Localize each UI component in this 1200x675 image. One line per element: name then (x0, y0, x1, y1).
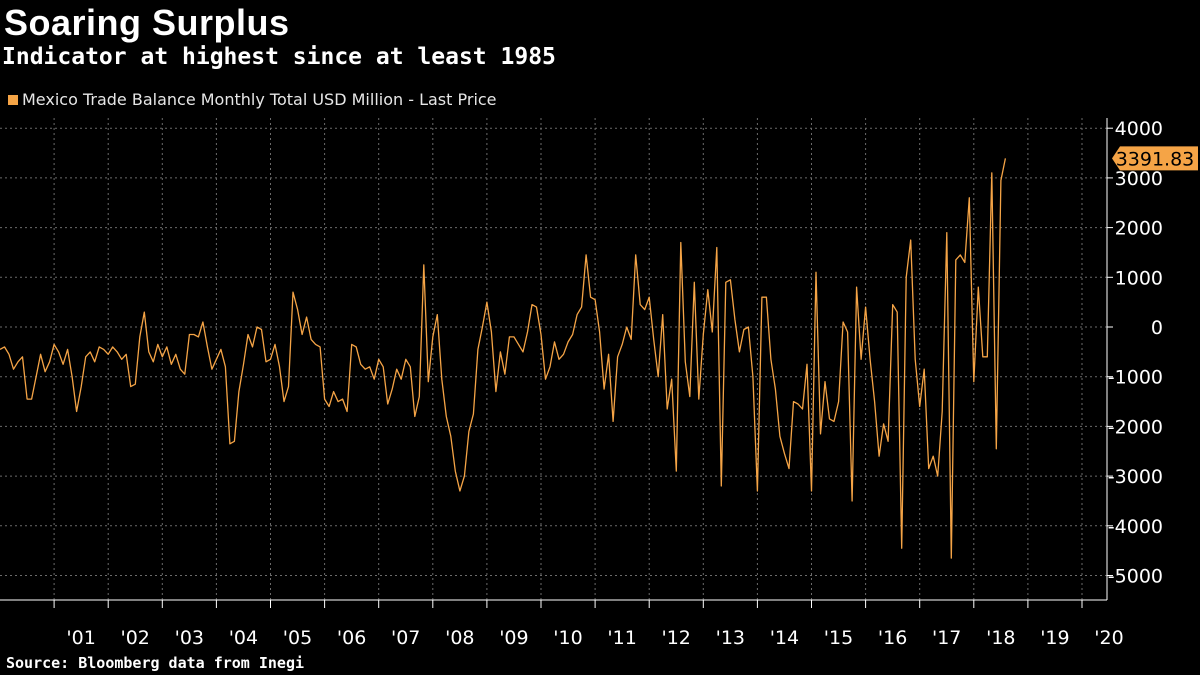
x-tick-label: '14 (770, 627, 799, 649)
tick-labels: 4000 3000 2000 1000 0 -1000 -2000 -3000 -4000 -50… (66, 118, 1163, 649)
y-tick-label: -3000 (1108, 466, 1163, 488)
x-tick-label: '20 (1094, 627, 1123, 649)
x-tick-label: '07 (391, 627, 420, 649)
x-tick-label: '02 (120, 627, 149, 649)
legend-swatch (8, 94, 18, 105)
series-line (0, 158, 1007, 559)
x-tick-label: '13 (716, 627, 745, 649)
x-tick-label: '16 (878, 627, 907, 649)
y-tick-label: 4000 (1115, 118, 1163, 140)
x-tick-label: '01 (66, 627, 95, 649)
series-group (0, 158, 1007, 559)
legend: Mexico Trade Balance Monthly Total USD M… (8, 90, 497, 109)
grid-lines (0, 118, 1107, 600)
y-tick-label: -4000 (1108, 516, 1163, 538)
x-tick-label: '06 (337, 627, 366, 649)
x-tick-label: '19 (1040, 627, 1069, 649)
x-tick-label: '10 (553, 627, 582, 649)
x-tick-label: '17 (932, 627, 961, 649)
source-note: Source: Bloomberg data from Inegi (6, 654, 305, 672)
last-value-label: 3391.83 (1116, 148, 1195, 170)
x-tick-label: '03 (175, 627, 204, 649)
x-tick-label: '08 (445, 627, 474, 649)
y-tick-label: -2000 (1108, 416, 1163, 438)
y-tick-label: 2000 (1115, 218, 1163, 240)
chart-title: Soaring Surplus (4, 2, 290, 43)
x-tick-label: '12 (661, 627, 690, 649)
y-tick-label: 1000 (1115, 267, 1163, 289)
y-tick-label: 0 (1151, 317, 1163, 339)
x-tick-label: '15 (824, 627, 853, 649)
y-tick-label: 3000 (1115, 168, 1163, 190)
x-tick-label: '09 (499, 627, 528, 649)
x-tick-label: '05 (283, 627, 312, 649)
y-tick-label: -5000 (1108, 566, 1163, 588)
last-value-marker-group: 3391.83 (1112, 146, 1198, 171)
legend-label: Mexico Trade Balance Monthly Total USD M… (22, 90, 497, 109)
axes (0, 118, 1113, 608)
x-tick-label: '11 (607, 627, 636, 649)
last-value-marker (1112, 146, 1198, 171)
y-tick-label: -1000 (1108, 367, 1163, 389)
x-tick-label: '04 (229, 627, 258, 649)
x-tick-label: '18 (986, 627, 1015, 649)
chart-subtitle: Indicator at highest since at least 1985 (2, 44, 556, 70)
